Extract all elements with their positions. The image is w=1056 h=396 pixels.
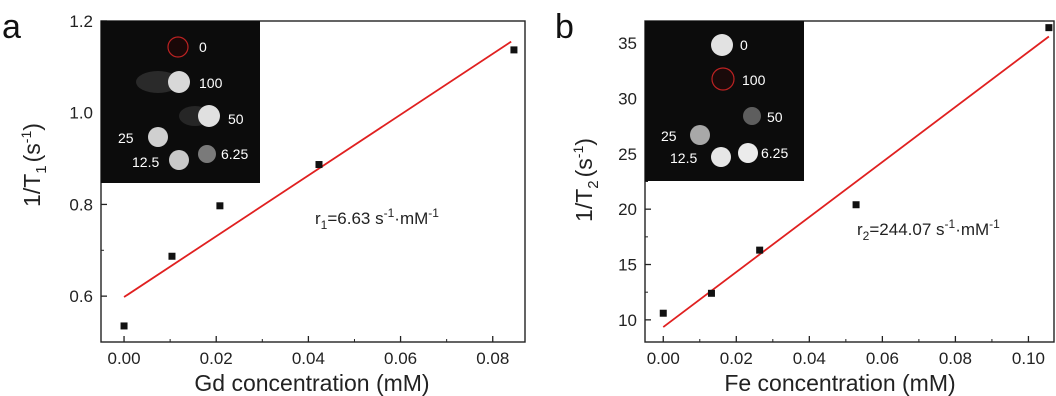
inset-label: 50 xyxy=(767,109,783,125)
panel-b-x-axis-label: Fe concentration (mM) xyxy=(724,370,955,396)
panel-b-x-tick-label: 0.04 xyxy=(793,349,826,368)
panel-a-data-point xyxy=(216,202,224,210)
phantom-circle xyxy=(198,145,216,163)
panel-a-y-tick-label: 0.6 xyxy=(69,287,93,306)
panel-b-label: b xyxy=(555,8,574,46)
panel-a-data-point xyxy=(120,322,128,330)
panel-b-y-axis-label: 1/T2(s-1) xyxy=(570,138,602,222)
inset-label: 12.5 xyxy=(132,154,159,170)
panel-b-y-tick-label: 10 xyxy=(618,311,637,330)
panel-a-y-tick-label: 1.0 xyxy=(69,104,93,123)
panel-b-fit-line xyxy=(662,35,1050,328)
inset-label: 25 xyxy=(118,130,134,146)
panel-b-y-tick-label: 35 xyxy=(618,34,637,53)
panel-b-x-tick-label: 0.06 xyxy=(866,349,899,368)
panel-a-x-tick-label: 0.04 xyxy=(292,349,325,368)
panel-a-x-tick-label: 0.08 xyxy=(476,349,509,368)
inset-label: 0 xyxy=(740,37,748,53)
inset-label: 12.5 xyxy=(670,150,697,166)
panel-a-x-axis-label: Gd concentration (mM) xyxy=(194,370,429,396)
panel-a-x-tick-label: 0.00 xyxy=(107,349,140,368)
panel-b-data-point xyxy=(707,289,715,297)
panel-b-x-tick-label: 0.10 xyxy=(1012,349,1045,368)
phantom-circle xyxy=(168,71,190,93)
panel-a-y-tick-label: 0.8 xyxy=(69,195,93,214)
panel-a: a 1/T1(s-1) 0.00 0.02 0.04 0.06 0.08 0.6 0.8 1.… xyxy=(2,8,526,396)
phantom-circle xyxy=(690,125,710,145)
panel-a-inset-image: 0 100 50 25 12.5 6.25 xyxy=(101,21,260,183)
panel-a-relaxivity-annotation: r1=6.63 s-1·mM-1 xyxy=(315,206,439,232)
phantom-circle xyxy=(148,127,168,147)
panel-a-y-axis-label: 1/T1(s-1) xyxy=(18,123,50,207)
panel-b-data-point xyxy=(756,246,764,254)
panel-a-x-tick-label: 0.06 xyxy=(384,349,417,368)
panel-b-data-point xyxy=(1045,24,1053,32)
panel-b-x-tick-label: 0.00 xyxy=(647,349,680,368)
panel-b-y-tick-label: 15 xyxy=(618,256,637,275)
inset-label: 25 xyxy=(661,128,677,144)
panel-b-inset-image: 0 100 50 25 12.5 6.25 xyxy=(645,21,804,181)
panel-b-y-tick-label: 20 xyxy=(618,200,637,219)
inset-label: 6.25 xyxy=(761,145,788,161)
phantom-circle xyxy=(169,150,189,170)
panel-b-x-tick-label: 0.08 xyxy=(939,349,972,368)
panel-b-relaxivity-annotation: r2=244.07 s-1·mM-1 xyxy=(857,217,1000,243)
panel-a-data-point xyxy=(510,46,518,54)
panel-b-x-tick-label: 0.02 xyxy=(720,349,753,368)
panel-a-y-tick-label: 1.2 xyxy=(69,12,93,31)
panel-a-data-point xyxy=(168,252,176,260)
panel-b: b 1/T2(s-1) 0.00 0.02 0.04 0.06 0.08 0.10 10 15… xyxy=(555,8,1055,396)
panel-b-y-tick-label: 30 xyxy=(618,89,637,108)
inset-label: 0 xyxy=(199,39,207,55)
panel-a-label: a xyxy=(2,8,21,46)
phantom-circle xyxy=(711,147,731,167)
inset-label: 100 xyxy=(742,72,766,88)
inset-label: 6.25 xyxy=(221,146,248,162)
panel-b-y-tick-label: 25 xyxy=(618,145,637,164)
phantom-circle xyxy=(743,107,761,125)
phantom-circle xyxy=(167,36,189,58)
panel-b-data-point xyxy=(659,309,667,317)
panel-b-data-point xyxy=(852,201,860,209)
panel-a-data-point xyxy=(315,161,323,169)
panel-a-fit-line xyxy=(123,40,512,298)
panel-a-x-tick-label: 0.02 xyxy=(200,349,233,368)
phantom-circle xyxy=(711,34,733,56)
inset-label: 50 xyxy=(228,111,244,127)
phantom-circle xyxy=(198,105,220,127)
phantom-circle xyxy=(738,143,758,163)
inset-label: 100 xyxy=(199,75,223,91)
phantom-circle xyxy=(711,67,735,91)
